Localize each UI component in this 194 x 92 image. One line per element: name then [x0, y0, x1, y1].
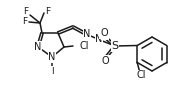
Text: I: I [51, 67, 53, 76]
Text: N: N [95, 34, 103, 44]
Text: Cl: Cl [80, 41, 89, 51]
Text: F: F [45, 7, 51, 15]
Text: N: N [48, 52, 56, 62]
Text: N: N [83, 29, 91, 39]
Text: F: F [23, 17, 28, 26]
Text: O: O [100, 28, 108, 38]
Text: Cl: Cl [137, 70, 146, 80]
Text: O: O [101, 56, 109, 66]
Text: F: F [23, 8, 29, 16]
Text: S: S [111, 41, 119, 51]
Text: H: H [102, 31, 108, 39]
Text: N: N [34, 42, 42, 52]
